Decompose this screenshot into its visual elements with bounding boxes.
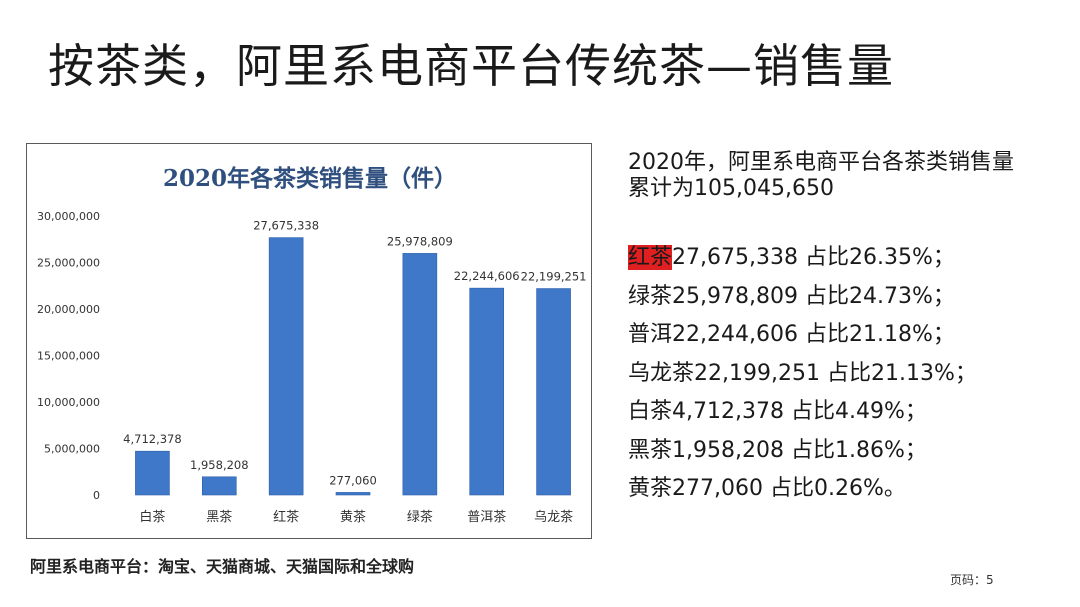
list-item: 白茶4,712,378 占比4.49%；	[628, 394, 977, 433]
summary-text: 2020年，阿里系电商平台各茶类销售量 累计为105,045,650	[628, 150, 1014, 202]
tea-name: 白茶	[628, 399, 673, 424]
bar	[135, 450, 170, 496]
x-tick-label: 黑茶	[206, 509, 232, 525]
y-tick-label: 0	[93, 489, 100, 502]
list-item: 绿茶25,978,809 占比24.73%；	[628, 279, 977, 318]
list-item: 乌龙茶22,199,251 占比21.13%；	[628, 356, 977, 395]
list-item: 普洱22,244,606 占比21.18%；	[628, 317, 977, 356]
x-tick-label: 普洱茶	[467, 509, 506, 525]
tea-stats: 22,199,251 占比21.13%；	[694, 360, 977, 386]
y-tick-label: 10,000,000	[37, 396, 100, 409]
bar-chart: 2020年各茶类销售量（件） 0 5,000,000 10,000,000 15,000…	[37, 165, 587, 525]
x-tick-label: 白茶	[139, 509, 165, 525]
tea-name: 黄茶	[628, 476, 673, 501]
list-item: 黑茶1,958,208 占比1.86%；	[628, 433, 977, 472]
tea-name: 乌龙茶	[628, 360, 695, 386]
tea-stats: 25,978,809 占比24.73%；	[672, 283, 955, 309]
list-item: 红茶27,675,338 占比26.35%；	[628, 240, 977, 279]
tea-name: 黑茶	[628, 437, 673, 463]
chart-container: 2020年各茶类销售量（件） 0 5,000,000 10,000,000 15,000…	[26, 143, 592, 539]
tea-stats: 277,060 占比0.26%。	[672, 476, 906, 501]
bar	[268, 237, 304, 496]
data-label: 27,675,338	[253, 219, 319, 233]
tea-name-highlighted: 红茶	[628, 245, 673, 270]
y-tick-label: 15,000,000	[37, 350, 100, 363]
data-label: 1,958,208	[190, 458, 249, 472]
bar	[469, 287, 505, 496]
y-tick-label: 25,000,000	[37, 257, 100, 270]
x-tick-label: 绿茶	[407, 509, 433, 525]
bar	[536, 288, 571, 496]
summary-line-1: 2020年，阿里系电商平台各茶类销售量	[628, 150, 1014, 175]
tea-stats: 22,244,606 占比21.18%；	[672, 322, 955, 347]
breakdown-list: 红茶27,675,338 占比26.35%； 绿茶25,978,809 占比24…	[628, 240, 977, 510]
data-label: 277,060	[329, 473, 377, 487]
summary-line-2: 累计为105,045,650	[628, 176, 834, 201]
bar	[201, 476, 237, 496]
tea-name: 普洱	[628, 322, 673, 347]
chart-title: 2020年各茶类销售量（件）	[163, 165, 457, 192]
data-label: 25,978,809	[387, 234, 453, 248]
x-tick-label: 红茶	[273, 509, 299, 525]
page-number: 页码：5	[950, 573, 994, 587]
platform-caption: 阿里系电商平台：淘宝、天猫商城、天猫国际和全球购	[30, 557, 415, 576]
bar	[335, 492, 371, 496]
list-item: 黄茶277,060 占比0.26%。	[628, 471, 977, 510]
data-label: 4,712,378	[123, 432, 182, 446]
slide-title: 按茶类，阿里系电商平台传统茶—销售量	[48, 39, 894, 93]
data-label: 22,199,251	[521, 270, 587, 284]
tea-stats: 1,958,208 占比1.86%；	[672, 437, 927, 463]
y-tick-label: 5,000,000	[44, 443, 100, 456]
x-tick-label: 乌龙茶	[534, 509, 573, 525]
y-tick-label: 30,000,000	[37, 210, 100, 223]
tea-stats: 4,712,378 占比4.49%；	[672, 399, 927, 424]
x-tick-label: 黄茶	[340, 509, 366, 525]
tea-stats: 27,675,338 占比26.35%；	[672, 245, 955, 270]
data-label: 22,244,606	[454, 269, 520, 283]
y-tick-label: 20,000,000	[37, 303, 100, 316]
tea-name: 绿茶	[628, 283, 673, 309]
bar	[402, 253, 438, 496]
